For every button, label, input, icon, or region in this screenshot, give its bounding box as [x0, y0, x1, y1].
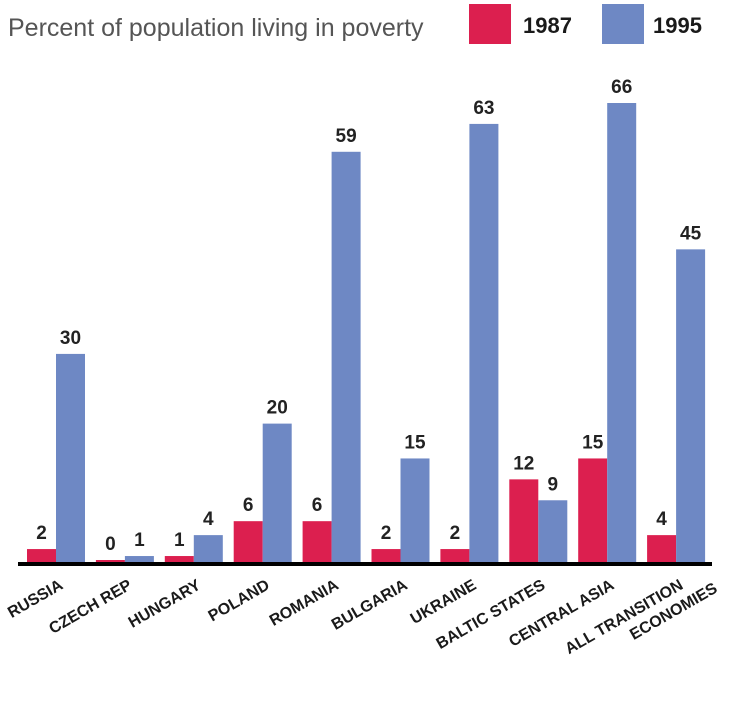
legend-label-1987: 1987	[523, 13, 572, 38]
bar-1987	[440, 549, 470, 563]
bar-1995	[676, 249, 706, 563]
value-label: 1	[134, 530, 145, 551]
value-label: 20	[267, 398, 288, 419]
category-label-line: POLAND	[206, 577, 273, 626]
value-label: 15	[404, 432, 426, 453]
value-label: 9	[548, 474, 559, 495]
bar-1987	[647, 535, 677, 563]
chart-title: Percent of population living in poverty	[8, 14, 424, 42]
bar-1987	[27, 549, 56, 563]
category-label: POLAND	[206, 577, 273, 626]
bar-1987	[164, 556, 194, 563]
bar-1995	[469, 123, 499, 563]
bar-1995	[607, 103, 637, 563]
value-label: 2	[450, 523, 461, 544]
category-label: ALL TRANSITIONECONOMIES	[562, 563, 720, 676]
bar-1995	[262, 423, 292, 563]
value-label: 4	[203, 509, 214, 530]
legend-swatch-1995	[602, 4, 644, 44]
bar-1987	[95, 560, 125, 563]
bar-1987	[371, 549, 401, 563]
bar-1995	[56, 353, 85, 563]
value-label: 0	[105, 534, 116, 555]
category-label: BULGARIA	[329, 577, 411, 634]
category-label-line: BULGARIA	[329, 577, 411, 634]
value-label: 45	[680, 223, 702, 244]
legend-swatch-1987	[469, 4, 511, 44]
category-label-line: RUSSIA	[5, 577, 66, 622]
bar-1995	[331, 151, 361, 563]
value-label: 63	[473, 98, 494, 119]
bar-1987	[509, 479, 539, 563]
bar-1995	[538, 500, 568, 563]
bar-1995	[193, 535, 223, 563]
value-label: 2	[381, 523, 392, 544]
value-label: 1	[174, 530, 185, 551]
legend-label-1995: 1995	[653, 13, 702, 38]
value-label: 6	[243, 495, 254, 516]
value-label: 12	[513, 453, 534, 474]
value-label: 30	[60, 328, 81, 349]
value-label: 15	[582, 432, 604, 453]
bar-1995	[400, 458, 430, 563]
category-label: HUNGARY	[126, 577, 204, 632]
bar-1987	[302, 521, 332, 563]
bar-1987	[578, 458, 608, 563]
value-label: 4	[656, 509, 667, 530]
category-label-line: HUNGARY	[126, 577, 204, 632]
value-label: 2	[36, 523, 47, 544]
category-label: RUSSIA	[5, 577, 66, 622]
value-label: 59	[336, 126, 357, 147]
bar-1995	[124, 556, 154, 563]
legend: 1987 1995	[469, 4, 702, 44]
value-label: 66	[611, 77, 632, 98]
bar-1987	[233, 521, 263, 563]
value-label: 6	[312, 495, 323, 516]
